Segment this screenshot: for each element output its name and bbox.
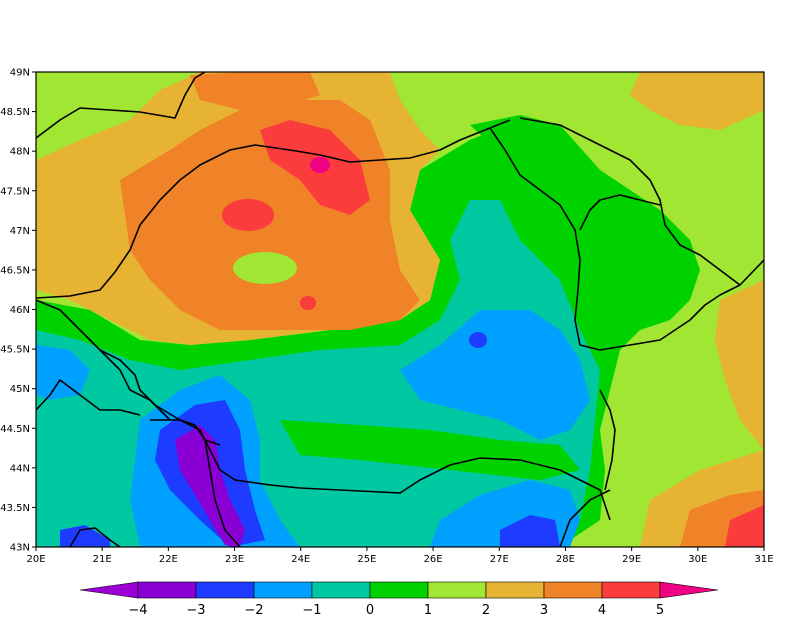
border-bulgaria-turkey: [559, 489, 611, 547]
latitude-axis: 49N 48.5N 48N 47.5N 47N 46.5N 46N 45.5N 45N 44.5N…: [0, 68, 36, 554]
border-moldova-ukraine: [519, 117, 741, 286]
lon-tick-label: 28E: [556, 554, 575, 565]
colorbar-segment: [311, 581, 371, 599]
colorbar-segment: [427, 581, 487, 599]
colorbar-above-max: [659, 581, 719, 599]
field-4-5-southeast: [725, 505, 764, 547]
colorbar-tick-label: −3: [186, 603, 205, 618]
field-m4-m3: [175, 425, 245, 547]
colorbar-segment: [137, 581, 197, 599]
lat-tick-label: 49N: [10, 68, 30, 79]
field-m2-m1-east: [400, 310, 590, 440]
country-borders: [36, 72, 764, 547]
colorbar-below-min: [79, 581, 139, 599]
lon-tick-label: 31E: [754, 554, 773, 565]
field-m3-m2-southeast: [500, 515, 560, 547]
colorbar-tick-label: 0: [366, 603, 374, 618]
border-romania-bulgaria: [150, 419, 611, 521]
lat-tick-label: 44.5N: [0, 424, 30, 435]
border-hungary-romania: [36, 119, 511, 299]
border-ukraine-inner: [579, 194, 661, 231]
lon-tick-label: 20E: [26, 554, 45, 565]
lat-tick-label: 43N: [10, 543, 30, 554]
lat-tick-label: 46.5N: [0, 265, 30, 276]
field-1-2-pocket: [233, 252, 297, 284]
colorbar-tick-label: 2: [482, 603, 490, 618]
lat-tick-label: 46N: [10, 305, 30, 316]
border-southwest: [69, 527, 121, 547]
field-m3-m2-spot: [469, 332, 487, 348]
colorbar-segment: [253, 581, 313, 599]
lon-tick-label: 27E: [490, 554, 509, 565]
field-2-3-east: [630, 72, 764, 130]
colorbar: −4 −3 −2 −1 0 1 2 3 4 5: [79, 581, 719, 618]
colorbar-segment: [543, 581, 603, 599]
colorbar-tick-label: 4: [598, 603, 606, 618]
lon-tick-label: 30E: [688, 554, 707, 565]
lon-tick-label: 29E: [622, 554, 641, 565]
colorbar-segment: [485, 581, 545, 599]
field-4-5-spot: [222, 199, 274, 231]
field-4-5-small-spot: [300, 296, 316, 310]
lat-tick-label: 48N: [10, 147, 30, 158]
border-romania-ukraine-moldova: [489, 127, 764, 351]
colorbar-tick-label: 3: [540, 603, 548, 618]
border-serbia-bulgaria: [204, 439, 241, 547]
field-2-3-east-coast: [715, 280, 764, 450]
lat-tick-label: 43.5N: [0, 503, 30, 514]
lat-tick-label: 48.5N: [0, 107, 30, 118]
lat-tick-label: 44N: [10, 463, 30, 474]
border-romania-serbia: [99, 349, 221, 446]
colorbar-tick-label: 1: [424, 603, 432, 618]
colorbar-tick-label: −4: [128, 603, 147, 618]
lon-tick-label: 21E: [93, 554, 112, 565]
border-north: [36, 72, 206, 139]
colorbar-segment: [195, 581, 255, 599]
field-3-4-top: [190, 72, 320, 110]
lat-tick-label: 45.5N: [0, 345, 30, 356]
lon-tick-label: 26E: [424, 554, 443, 565]
field-0-1-northeast: [470, 115, 700, 330]
lon-tick-label: 25E: [357, 554, 376, 565]
lon-tick-label: 22E: [159, 554, 178, 565]
lat-tick-label: 47N: [10, 226, 30, 237]
border-coast: [599, 389, 616, 491]
field-m2-m1-west: [36, 345, 90, 400]
lon-tick-label: 24E: [291, 554, 310, 565]
colorbar-segment: [369, 581, 429, 599]
anomaly-field: [36, 72, 764, 547]
colorbar-tick-label: 5: [656, 603, 664, 618]
border-west: [36, 379, 141, 416]
longitude-axis: 20E 21E 22E 23E 24E 25E 26E 27E 28E 29E 30E 31E: [26, 547, 774, 565]
border-serbia: [36, 299, 171, 421]
lat-tick-label: 45N: [10, 384, 30, 395]
field-above5-spot: [310, 157, 330, 173]
lat-tick-label: 47.5N: [0, 186, 30, 197]
colorbar-tick-label: −1: [302, 603, 321, 618]
colorbar-tick-label: −2: [244, 603, 263, 618]
field-0-1-south-band: [280, 420, 580, 480]
lon-tick-label: 23E: [225, 554, 244, 565]
colorbar-segment: [601, 581, 661, 599]
